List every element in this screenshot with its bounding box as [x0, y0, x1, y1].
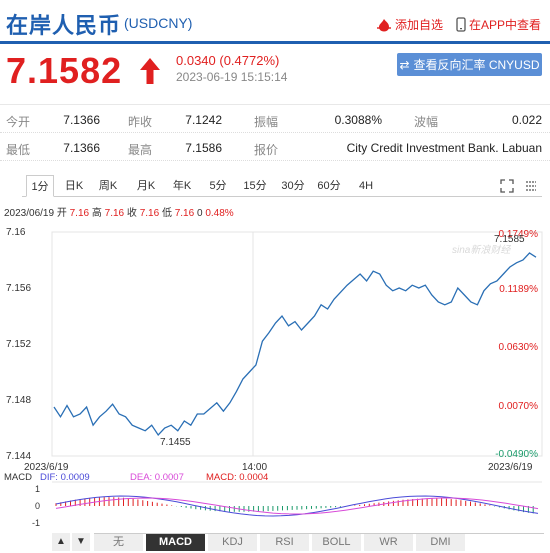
- quote-value: City Credit Investment Bank. Labuan: [346, 141, 542, 155]
- tab-indicator-macd[interactable]: MACD: [146, 534, 206, 551]
- info-high-label: 高: [91, 208, 102, 219]
- y-tick-label: 7.148: [6, 395, 31, 406]
- info-zero: 0: [196, 208, 203, 219]
- quote-label: 振幅: [254, 115, 279, 129]
- quote-value: 0.022: [511, 113, 542, 127]
- tab-indicator-kdj[interactable]: KDJ: [208, 534, 258, 551]
- swap-icon: ⇄: [399, 57, 410, 72]
- quote-label: 波幅: [414, 115, 439, 129]
- fullscreen-icon[interactable]: [500, 179, 514, 193]
- pct-tick-label: 0.1749%: [499, 229, 539, 240]
- tab-indicator-rsi[interactable]: RSI: [260, 534, 310, 551]
- macd-dea-line: [55, 497, 539, 515]
- info-close-label: 收: [126, 208, 137, 219]
- chart-frame: [51, 231, 543, 457]
- y-tick-label: 7.16: [6, 227, 26, 238]
- pct-tick-label: -0.0490%: [495, 449, 538, 460]
- pct-tick-label: 0.0070%: [499, 401, 539, 412]
- macd-panel: [52, 481, 542, 517]
- x-label-mid: 14:00: [242, 462, 267, 473]
- price-line: [53, 252, 537, 437]
- info-open: 7.16: [69, 208, 90, 219]
- flame-icon: [377, 18, 391, 31]
- info-high: 7.16: [104, 208, 125, 219]
- info-close: 7.16: [139, 208, 160, 219]
- tab-30min[interactable]: 30分: [281, 180, 305, 192]
- phone-icon: [456, 17, 466, 32]
- pct-tick-label: 0.0630%: [499, 342, 539, 353]
- quote-row: 今开 7.1366 昨收 7.1242 振幅 0.3088% 波幅 0.022: [0, 105, 550, 133]
- open-in-app-label: 在APP中查看: [469, 18, 542, 32]
- macd-value-label: MACD: 0.0004: [206, 472, 268, 483]
- next-indicator-button[interactable]: ▼: [72, 533, 90, 551]
- chart-grid: [51, 231, 543, 457]
- y-axis: 7.16 7.156 7.152 7.148 7.144: [6, 227, 31, 462]
- tab-4h[interactable]: 4H: [358, 180, 374, 192]
- page-header: 在岸人民币 (USDCNY) 添加自选 在APP中查看: [0, 0, 550, 44]
- settings-icon[interactable]: [524, 179, 538, 193]
- macd-dea-label: DEA: 0.0007: [130, 472, 184, 483]
- tab-year-k[interactable]: 年K: [172, 180, 192, 192]
- quote-label: 昨收: [128, 115, 153, 129]
- tab-indicator-boll[interactable]: BOLL: [312, 534, 362, 551]
- pct-tick-label: 0.1189%: [499, 284, 538, 295]
- indicator-tabs: 无 MACD KDJ RSI BOLL WR DMI: [94, 533, 544, 551]
- reverse-rate-button[interactable]: ⇄ 查看反向汇率 CNYUSD: [397, 53, 542, 76]
- quote-value: 0.3088%: [334, 113, 382, 127]
- quote-value: 7.1366: [63, 113, 100, 127]
- y-tick-label: 7.156: [6, 283, 31, 294]
- price-change: 0.0340 (0.4772%): [176, 53, 280, 68]
- reverse-rate-label: 查看反向汇率 CNYUSD: [413, 58, 540, 72]
- quote-label: 最高: [128, 143, 153, 157]
- quote-label: 最低: [6, 143, 31, 157]
- current-price: 7.1582: [6, 50, 123, 91]
- tab-week-k[interactable]: 周K: [98, 180, 118, 192]
- add-watchlist-label: 添加自选: [395, 18, 444, 32]
- pct-axis: 0.1749% 0.1189% 0.0630% 0.0070% -0.0490%: [495, 229, 538, 460]
- tab-15min[interactable]: 15分: [243, 180, 267, 192]
- macd-title: MACD: [4, 472, 32, 483]
- price-chart: sina新浪财经 7.16 7.156 7.152 7.148 7.144 0.1749…: [4, 227, 543, 528]
- tab-indicator-wr[interactable]: WR: [364, 534, 414, 551]
- tab-1min[interactable]: 1分: [26, 175, 54, 197]
- tab-60min[interactable]: 60分: [317, 180, 341, 192]
- macd-tick: -1: [32, 518, 40, 528]
- quote-time: 2023-06-19 15:15:14: [176, 70, 288, 84]
- prev-indicator-button[interactable]: ▲: [52, 533, 70, 551]
- arrow-up-icon: [140, 58, 160, 84]
- quote-label: 今开: [6, 115, 31, 129]
- info-open-label: 开: [56, 208, 67, 219]
- period-tabs: 1分 日K 周K 月K 年K 5分 15分 30分 60分 4H: [22, 175, 542, 197]
- ohlc-info: 2023/06/19 开 7.16 高 7.16 收 7.16 低 7.16 0…: [4, 204, 234, 219]
- quote-label: 报价: [254, 143, 279, 157]
- y-tick-label: 7.144: [6, 451, 31, 462]
- quote-value: 7.1586: [185, 141, 222, 155]
- quote-row: 最低 7.1366 最高 7.1586 报价 City Credit Inves…: [0, 133, 550, 161]
- macd-tick: 0: [35, 501, 40, 511]
- page-title: 在岸人民币: [6, 13, 122, 38]
- info-low-label: 低: [161, 208, 172, 219]
- open-in-app-button[interactable]: 在APP中查看: [456, 16, 541, 33]
- info-low: 7.16: [174, 208, 195, 219]
- low-label: 7.1455: [160, 437, 191, 448]
- tab-month-k[interactable]: 月K: [136, 180, 156, 192]
- x-label-end: 2023/6/19: [488, 462, 533, 473]
- watermark: sina新浪财经: [452, 244, 511, 256]
- tab-indicator-dmi[interactable]: DMI: [416, 534, 466, 551]
- x-label-start: 2023/6/19: [24, 462, 69, 473]
- quote-value: 7.1366: [63, 141, 100, 155]
- tab-5min[interactable]: 5分: [209, 180, 227, 192]
- tab-day-k[interactable]: 日K: [64, 180, 84, 192]
- quote-table: 今开 7.1366 昨收 7.1242 振幅 0.3088% 波幅 0.022 …: [0, 104, 550, 161]
- info-pct: 0.48%: [205, 208, 234, 219]
- tab-indicator-none[interactable]: 无: [94, 534, 144, 551]
- add-watchlist-button[interactable]: 添加自选: [376, 16, 443, 33]
- macd-dif-label: DIF: 0.0009: [40, 472, 90, 483]
- macd-tick: 1: [35, 484, 40, 494]
- info-date: 2023/06/19: [4, 208, 55, 219]
- y-tick-label: 7.152: [6, 339, 31, 350]
- symbol-code: (USDCNY): [124, 15, 193, 31]
- high-label: 7.1585: [494, 234, 525, 245]
- quote-value: 7.1242: [185, 113, 222, 127]
